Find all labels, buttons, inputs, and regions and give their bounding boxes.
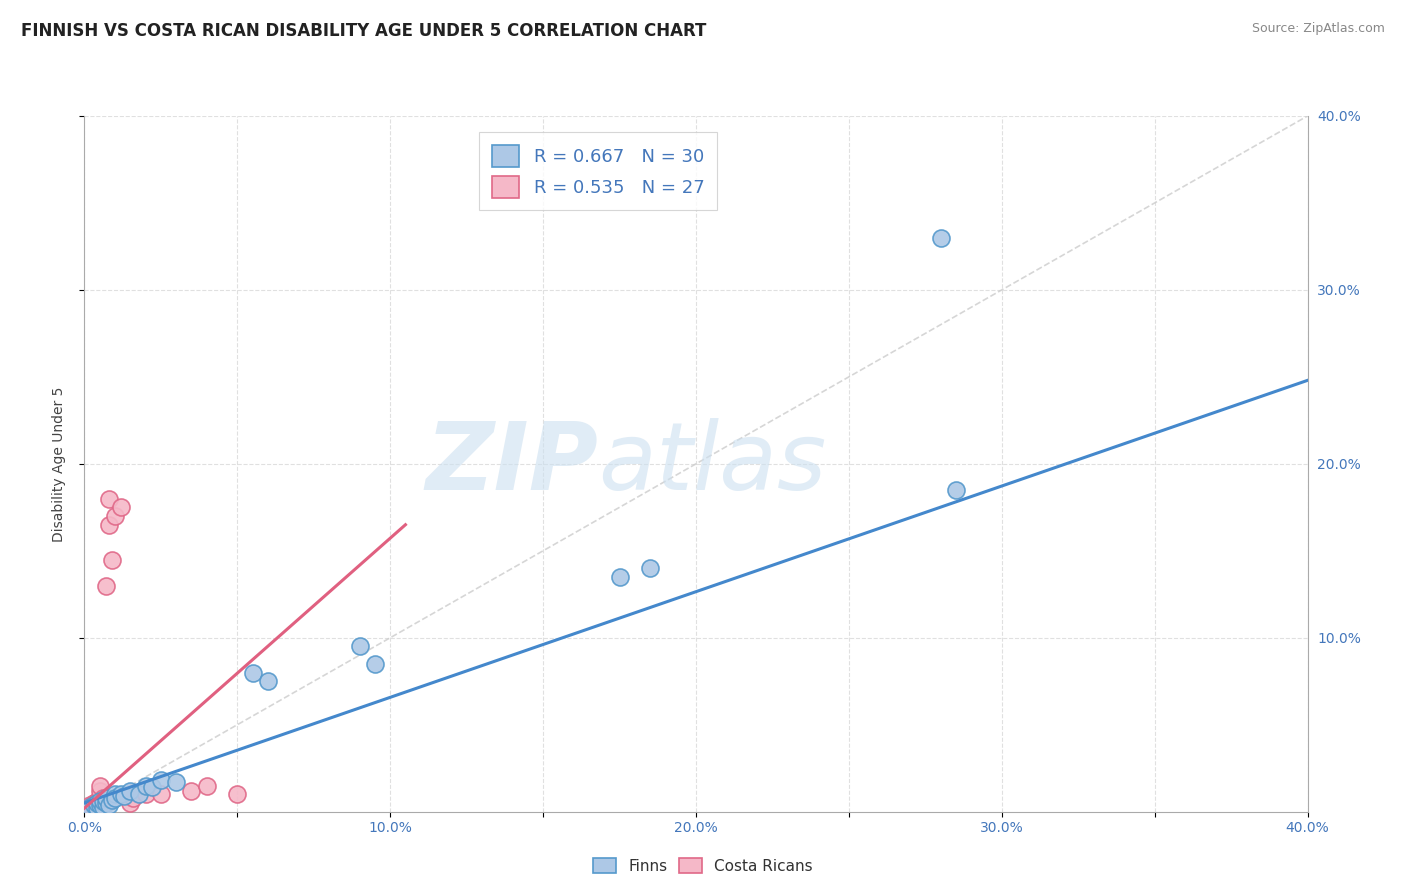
Text: ZIP: ZIP	[425, 417, 598, 510]
Point	[110, 788, 132, 801]
Point	[94, 790, 117, 805]
Point	[94, 578, 117, 592]
Text: Source: ZipAtlas.com: Source: ZipAtlas.com	[1251, 22, 1385, 36]
Point	[91, 799, 114, 814]
Point	[112, 789, 135, 803]
Point	[195, 779, 218, 793]
Point	[91, 797, 114, 812]
Point	[86, 796, 108, 810]
Point	[945, 483, 967, 497]
Point	[79, 797, 101, 812]
Point	[101, 792, 124, 806]
Point	[120, 796, 142, 810]
Point	[89, 779, 111, 793]
Point	[128, 788, 150, 801]
Point	[135, 779, 157, 793]
Point	[86, 797, 108, 812]
Point	[89, 796, 111, 810]
Point	[86, 801, 108, 815]
Point	[91, 794, 114, 808]
Point	[165, 775, 187, 789]
Point	[349, 640, 371, 654]
Point	[91, 794, 114, 808]
Point	[120, 784, 142, 798]
Point	[149, 773, 172, 788]
Point	[86, 794, 108, 808]
Point	[149, 788, 172, 801]
Point	[180, 784, 202, 798]
Point	[104, 788, 127, 801]
Point	[929, 230, 952, 244]
Point	[242, 665, 264, 680]
Legend: Finns, Costa Ricans: Finns, Costa Ricans	[586, 852, 820, 880]
Point	[110, 500, 132, 515]
Point	[83, 797, 105, 812]
Point	[226, 788, 249, 801]
Point	[89, 799, 111, 814]
Point	[609, 570, 631, 584]
Point	[101, 552, 124, 566]
Point	[104, 508, 127, 523]
Text: atlas: atlas	[598, 418, 827, 509]
Point	[89, 784, 111, 798]
Point	[94, 796, 117, 810]
Point	[89, 797, 111, 812]
Point	[79, 799, 101, 814]
Point	[97, 491, 120, 506]
Y-axis label: Disability Age Under 5: Disability Age Under 5	[52, 386, 66, 541]
Point	[83, 796, 105, 810]
Point	[89, 794, 111, 808]
Point	[91, 790, 114, 805]
Point	[638, 561, 661, 575]
Point	[257, 674, 280, 689]
Point	[104, 790, 127, 805]
Point	[364, 657, 387, 671]
Point	[135, 788, 157, 801]
Point	[141, 780, 163, 795]
Point	[97, 797, 120, 812]
Point	[97, 517, 120, 532]
Point	[79, 799, 101, 814]
Point	[89, 797, 111, 812]
Point	[122, 790, 145, 805]
Point	[83, 799, 105, 814]
Legend: R = 0.667   N = 30, R = 0.535   N = 27: R = 0.667 N = 30, R = 0.535 N = 27	[479, 132, 717, 211]
Text: FINNISH VS COSTA RICAN DISABILITY AGE UNDER 5 CORRELATION CHART: FINNISH VS COSTA RICAN DISABILITY AGE UN…	[21, 22, 706, 40]
